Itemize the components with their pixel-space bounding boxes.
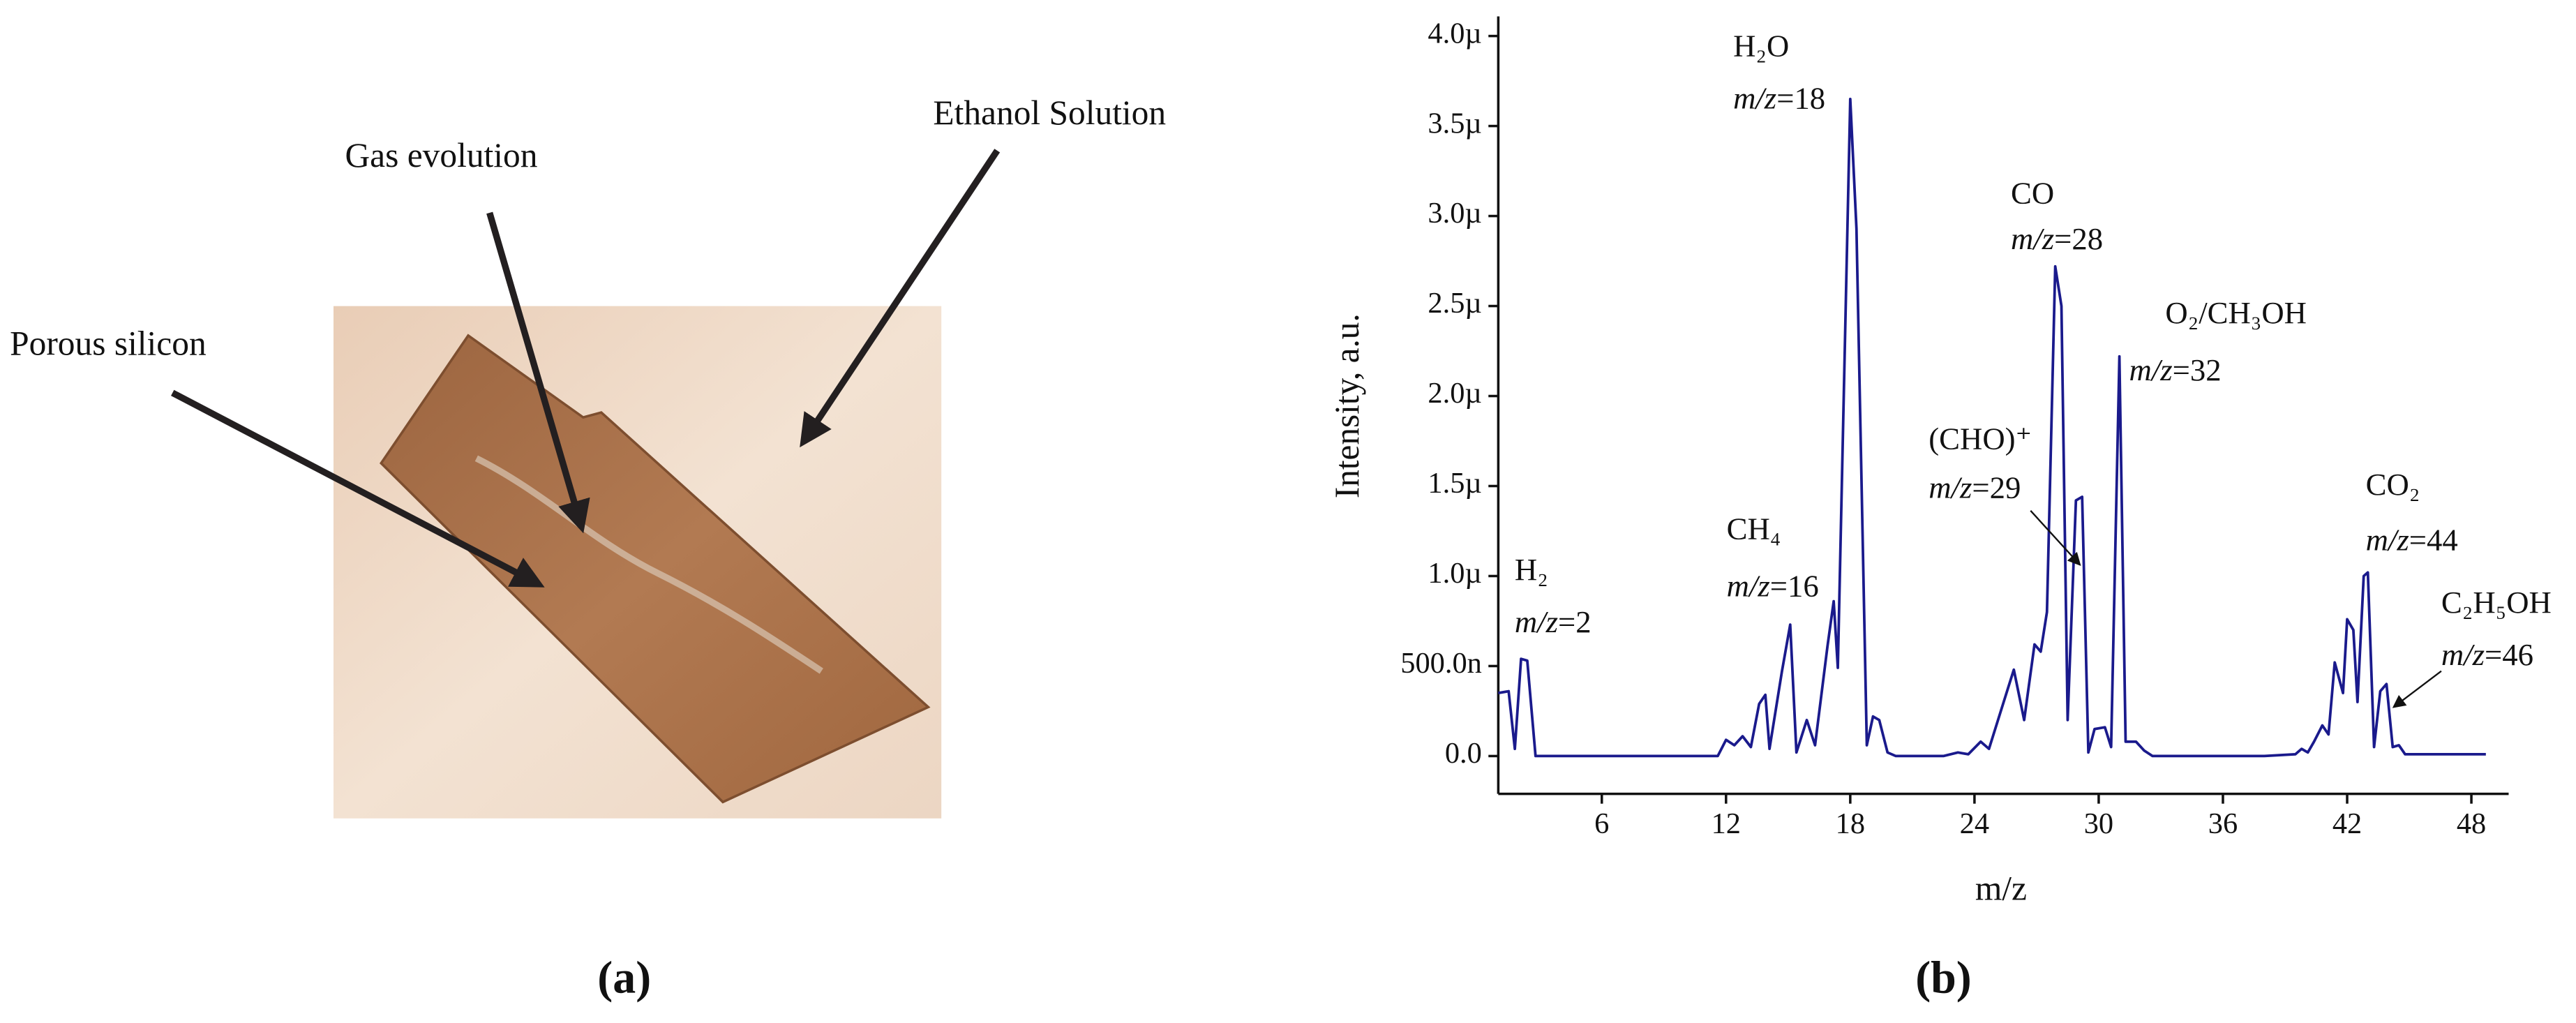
peak-species: CO bbox=[2011, 176, 2054, 211]
photo-label: Ethanol Solution bbox=[933, 94, 1166, 132]
x-tick-label: 6 bbox=[1594, 807, 1609, 840]
x-tick-label: 36 bbox=[2208, 807, 2238, 840]
x-axis-label: m/z bbox=[1975, 869, 2027, 908]
peak-mz: m/z=16 bbox=[1727, 569, 1819, 604]
y-tick-label: 4.0µ bbox=[1428, 17, 1481, 50]
y-tick-label: 2.0µ bbox=[1428, 377, 1481, 410]
peak-mz: m/z=32 bbox=[2129, 352, 2222, 387]
arrow bbox=[486, 211, 590, 534]
y-tick-label: 500.0n bbox=[1400, 647, 1482, 680]
photo bbox=[333, 306, 942, 819]
peak-species: O₂/CH₃OH bbox=[2165, 295, 2307, 330]
panel-caption: (a) bbox=[597, 953, 651, 1003]
peak-species: H₂O bbox=[1733, 29, 1789, 64]
y-tick-label: 0.0 bbox=[1445, 737, 1482, 770]
annotation-arrow bbox=[2030, 510, 2081, 566]
x-tick-label: 18 bbox=[1836, 807, 1865, 840]
x-tick-label: 12 bbox=[1712, 807, 1741, 840]
peak-mz: m/z=28 bbox=[2011, 221, 2103, 256]
peak-species: C₂H₅OH bbox=[2441, 585, 2552, 620]
peak-mz: m/z=44 bbox=[2366, 523, 2458, 558]
peak-mz: m/z=29 bbox=[1929, 470, 2021, 505]
panel-caption: (b) bbox=[1915, 953, 1972, 1003]
y-axis-label: Intensity, a.u. bbox=[1328, 313, 1366, 498]
arrow bbox=[800, 149, 1001, 448]
x-tick-label: 24 bbox=[1960, 807, 1989, 840]
peak-species: (CHO)⁺ bbox=[1929, 421, 2032, 456]
y-tick-label: 1.0µ bbox=[1428, 557, 1481, 590]
y-tick-label: 3.0µ bbox=[1428, 197, 1481, 230]
y-tick-label: 3.5µ bbox=[1428, 107, 1481, 140]
arrow bbox=[171, 389, 545, 588]
x-tick-label: 30 bbox=[2084, 807, 2113, 840]
photo-label: Porous silicon bbox=[10, 324, 207, 363]
peak-mz: m/z=46 bbox=[2441, 637, 2533, 672]
peak-species: CO₂ bbox=[2366, 467, 2420, 502]
y-tick-label: 1.5µ bbox=[1428, 467, 1481, 500]
photo-label: Gas evolution bbox=[345, 136, 537, 174]
data-line bbox=[1498, 98, 2486, 758]
x-tick-label: 42 bbox=[2332, 807, 2362, 840]
gas-trail bbox=[474, 455, 823, 674]
peak-mz: m/z=18 bbox=[1733, 81, 1825, 116]
x-tick-label: 48 bbox=[2457, 807, 2486, 840]
peak-species: CH₄ bbox=[1727, 512, 1781, 546]
y-tick-label: 2.5µ bbox=[1428, 287, 1481, 320]
annotation-arrow bbox=[2392, 670, 2442, 708]
peak-species: H₂ bbox=[1515, 552, 1548, 587]
peak-mz: m/z=2 bbox=[1515, 604, 1592, 639]
